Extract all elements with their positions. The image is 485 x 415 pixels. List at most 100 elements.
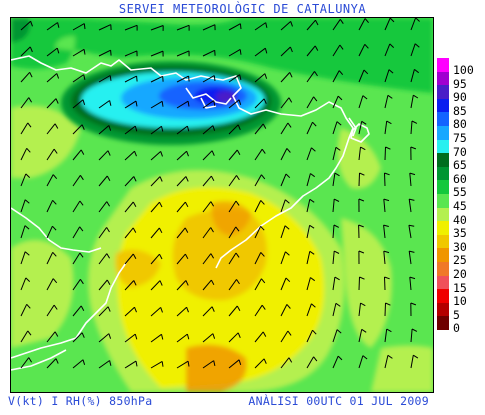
wind-barb-feather [159,201,163,208]
legend-label: 30 [453,239,467,254]
wind-barb-feather [261,278,266,284]
wind-barb-feather [24,251,30,256]
wind-barb-feather [286,148,291,153]
wind-barb-feather [312,329,317,335]
wind-barb [280,21,292,31]
wind-barb-feather [134,125,138,132]
legend-label: 10 [453,294,467,309]
wind-barb-feather [132,227,137,233]
wind-barb-feather [335,146,341,151]
legend-entry: 65 [437,153,485,172]
wind-barb-feather [80,149,85,155]
wind-barb [176,227,186,239]
wind-barb-feather [312,121,317,127]
wind-barb-feather [211,306,215,312]
wind-barb [202,227,212,239]
wind-barb [410,43,416,57]
humidity-fields [11,18,433,392]
wind-barb [46,252,54,265]
legend-entry: 90 [437,85,485,104]
wind-barb [358,18,366,31]
wind-barb [98,227,108,239]
wind-barb-feather [364,18,369,24]
wind-barb-feather [132,201,137,208]
wind-barb [150,50,164,57]
wind-barb-feather [413,94,419,99]
wind-barb-feather [185,280,189,286]
wind-barb-feather [28,357,33,363]
wind-barb-feather [54,123,59,129]
legend-label: 80 [453,117,467,132]
wind-barb-feather [362,95,368,100]
wind-barb-feather [52,251,57,257]
wind-barb-feather [261,148,266,154]
wind-barb-feather [57,22,60,28]
wind-barb [98,333,110,343]
wind-barb [98,75,111,83]
wind-barb-feather [411,328,418,332]
wind-barb-feather [314,71,318,77]
wind-barb-feather [188,76,190,82]
wind-barb-feather [387,354,393,359]
wind-barb-feather [383,224,389,227]
wind-barb-feather [386,328,392,333]
wind-barb [176,125,188,135]
legend-label: 0 [453,321,460,336]
wind-barb [254,123,264,135]
wind-barb-feather [334,276,340,281]
wind-barb [280,277,287,291]
wind-barb [332,121,338,135]
wind-barb [306,71,315,83]
wind-barb [176,280,187,291]
wind-barb-feather [236,175,240,181]
wind-barb [228,124,239,135]
wind-barb-feather [79,279,84,285]
wind-barb [254,148,263,161]
wind-barb [228,149,238,161]
wind-barb [202,279,212,291]
legend-entry: 30 [437,234,485,253]
wind-barb-feather [236,279,240,285]
wind-barb-feather [236,305,241,312]
wind-barb-feather [55,98,59,104]
legend-swatch [437,166,449,181]
wind-barb-feather [53,148,58,154]
wind-barb [228,252,237,265]
wind-barb-feather [336,121,342,126]
legend-entry: 5 [437,302,485,321]
wind-barb-feather [337,95,343,101]
wind-barb-feather [133,176,137,182]
wind-barb [228,23,241,31]
wind-barb-feather [238,359,242,366]
wind-barb-feather [186,307,189,313]
wind-barb-feather [83,23,86,30]
wind-barb [280,225,286,239]
legend-label: 35 [453,226,467,241]
wind-barb [254,47,266,57]
wind-barb [124,75,137,83]
wind-barb [410,355,414,369]
wind-barb [332,251,335,265]
wind-barb-feather [54,331,59,337]
wind-barb-feather [333,224,340,228]
wind-barb-feather [415,18,420,22]
legend-swatch [437,98,449,113]
legend-swatch [437,221,449,235]
chart-title: SERVEI METEOROLÒGIC DE CATALUNYA [118,2,367,16]
wind-barb [46,358,57,369]
wind-barb [124,360,137,369]
wind-barb [332,147,337,161]
wind-barb-feather [385,146,391,150]
wind-barb [20,46,31,57]
wind-barb [384,18,391,31]
wind-barb-feather [211,150,215,156]
legend-swatch [437,316,449,330]
wind-barb [98,100,110,109]
wind-barb-feather [288,357,293,363]
wind-barb [72,200,81,213]
legend-label: 95 [453,76,467,91]
wind-barb-feather [109,100,112,106]
wind-barb-feather [285,277,291,283]
wind-barb [254,252,262,265]
wind-barb-feather [311,147,316,152]
